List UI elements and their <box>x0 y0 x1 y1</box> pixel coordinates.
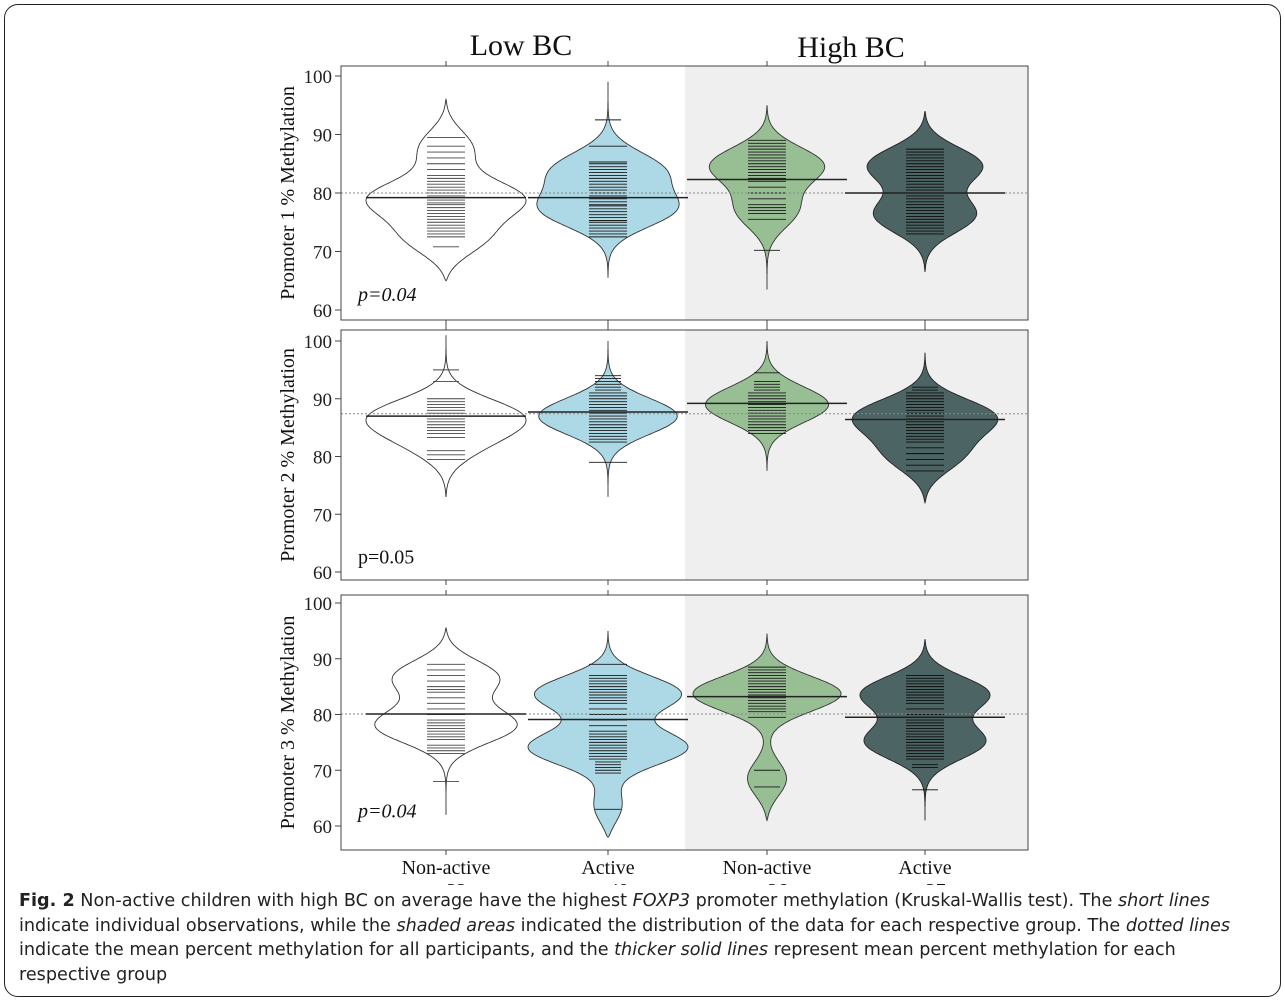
y-tick-label: 60 <box>313 817 332 838</box>
figure-label: Fig. 2 <box>19 891 75 911</box>
panel-frame <box>340 329 1029 581</box>
caption-text: Non-active children with high BC on aver… <box>74 891 633 911</box>
y-tick-label: 100 <box>304 594 333 615</box>
y-tick-label: 60 <box>313 563 332 584</box>
high-bc-background <box>685 595 1028 850</box>
violin-3 <box>705 341 829 471</box>
violin-1 <box>374 626 518 815</box>
p-value-label: p=0.05 <box>358 546 414 568</box>
violin-2 <box>536 81 680 278</box>
y-tick-label: 80 <box>313 184 332 205</box>
x-count-label: n=32 <box>425 880 466 885</box>
y-tick-label: 80 <box>313 448 332 469</box>
panel-frame <box>340 594 1029 851</box>
caption-gene: FOXP3 <box>632 891 691 911</box>
y-tick-label: 70 <box>313 505 332 526</box>
p-value-label: p=0.04 <box>356 284 417 306</box>
y-tick-label: 100 <box>304 332 333 353</box>
high-bc-background <box>685 330 1028 580</box>
x-count-label: n=37 <box>904 880 945 885</box>
group-header-high-bc: High BC <box>797 31 905 64</box>
y-axis-label: Promoter 1 % Methylation <box>277 86 299 300</box>
group-header-low-bc: Low BC <box>470 29 573 62</box>
caption-text: represent mean percent methylation for e… <box>19 940 1176 985</box>
x-tick-label: Non-active <box>402 857 491 879</box>
figure-caption: Fig. 2 Non-active children with high BC … <box>19 889 1269 987</box>
violin-4 <box>866 111 984 273</box>
y-tick-label: 70 <box>313 243 332 264</box>
y-tick-label: 80 <box>313 706 332 727</box>
x-count-label: n=40 <box>587 880 628 885</box>
x-count-label: n=26 <box>746 880 787 885</box>
y-tick-label: 90 <box>313 650 332 671</box>
y-tick-label: 90 <box>313 126 332 147</box>
violin-4 <box>859 639 991 821</box>
y-tick-label: 90 <box>313 390 332 411</box>
x-tick-label: Active <box>581 857 634 879</box>
caption-text: promoter methylation (Kruskal-Wallis tes… <box>690 891 1119 911</box>
x-tick-label: Non-active <box>723 857 812 879</box>
violin-3 <box>692 633 842 822</box>
caption-term: short lines <box>1118 891 1210 911</box>
y-tick-label: 100 <box>304 67 333 88</box>
y-tick-label: 70 <box>313 761 332 782</box>
y-axis-label: Promoter 3 % Methylation <box>277 616 299 830</box>
x-tick-label: Active <box>898 857 951 879</box>
y-axis-label: Promoter 2 % Methylation <box>277 348 299 562</box>
caption-term: shaded areas <box>396 915 516 936</box>
caption-text: indicate the mean percent methylation fo… <box>19 940 615 961</box>
caption-term: dotted lines <box>1125 915 1231 936</box>
p-value-label: p=0.04 <box>356 801 417 823</box>
caption-text: indicated the distribution of the data f… <box>515 915 1126 936</box>
caption-text: indicate individual observations, while … <box>19 915 397 936</box>
y-tick-label: 60 <box>313 301 332 322</box>
caption-term: thicker solid lines <box>614 940 768 961</box>
violin-3 <box>708 105 826 290</box>
